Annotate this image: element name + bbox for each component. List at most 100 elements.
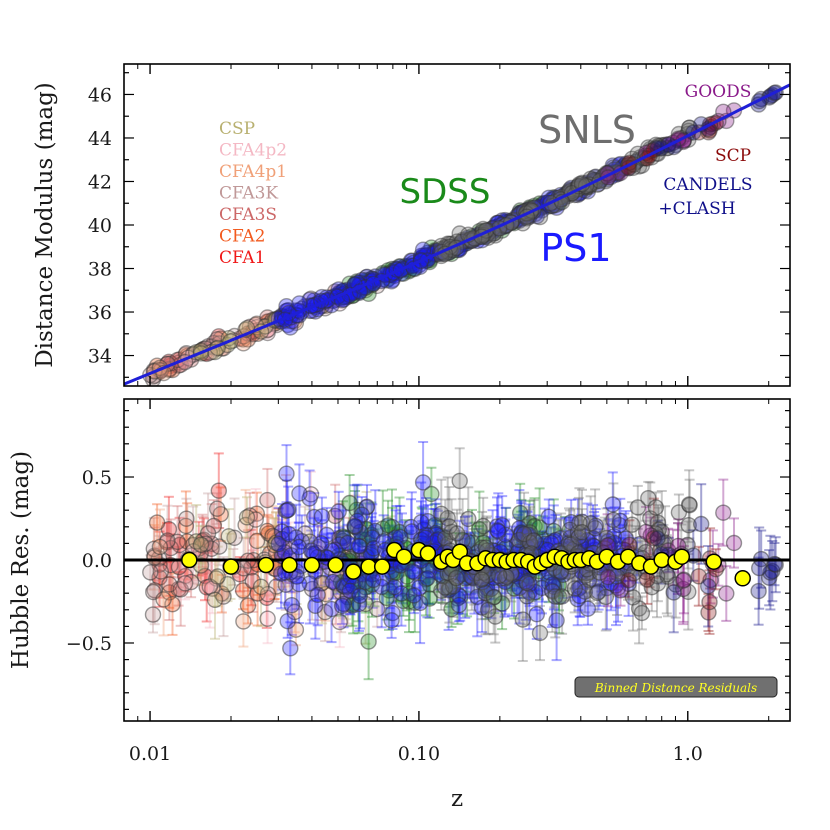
residual-point-candels+clash [693,515,710,533]
residual-point-csp [220,528,238,545]
residual-point-snls [544,583,561,600]
binned-residuals-legend: Binned Distance Residuals [574,676,778,698]
residual-point-csp [192,536,210,553]
x-tick-label: 1.0 [673,743,703,765]
survey-label-cfa2: CFA2 [219,227,265,247]
residual-point-ps1 [270,535,287,553]
residual-point-cfa2 [164,596,181,613]
top-y-tick-label: 44 [88,128,112,150]
residual-point-candels+clash [700,578,717,595]
residual-point-snls [680,517,697,534]
residual-point-cfa3k [215,588,232,605]
residual-point-csp [209,568,226,585]
residual-point-csp [252,578,270,595]
residual-point-cfa4p1 [155,591,172,608]
residual-point-candels+clash [751,559,768,577]
binned-residual-point [395,548,413,565]
residual-point-sdss [443,600,460,618]
distance-point-snls [531,208,549,226]
bottom-y-axis-title: Hubble Res. (mag) [8,451,34,669]
top-y-tick-label: 42 [88,171,112,193]
residual-point-snls [629,499,646,516]
residual-point-ps1 [419,570,436,587]
residual-point-ps1 [358,498,376,515]
residual-point-cfa3s [259,491,276,509]
bottom-y-tick-label: 0.0 [82,550,112,572]
residual-point-scp [701,593,718,611]
distance-point-ps1 [282,319,299,336]
survey-label-cfa4p2: CFA4p2 [219,141,287,161]
survey-label-cfa4p1: CFA4p1 [219,162,287,182]
residual-point-candels+clash [750,582,767,600]
residual-point-snls [576,583,594,600]
top-y-tick-label: 36 [88,302,112,324]
survey-label-cfa3k: CFA3K [219,184,278,204]
top-panel-frame [123,63,791,387]
survey-label-csp: CSP [219,119,255,139]
residual-point-cfa4p1 [287,621,305,638]
residual-point-ps1 [604,496,621,513]
residual-point-snls [436,579,454,596]
x-tick-label: 0.10 [398,743,440,765]
survey-label-snls: SNLS [538,108,636,152]
residual-point-cfa3k [178,510,195,527]
residual-point-ps1 [386,578,403,596]
residual-point-snls [473,571,490,588]
residual-point-snls [480,601,497,619]
residual-point-ps1 [282,640,299,657]
residual-point-snls [518,588,536,605]
top-y-tick-label: 40 [88,215,112,237]
residual-point-snls [515,525,533,543]
residual-point-ps1 [414,474,432,491]
residual-point-ps1 [309,586,326,603]
residual-point-scp [690,568,707,585]
binned-residual-point [345,563,362,580]
residual-point-csp [206,591,224,608]
residual-point-goods [599,568,617,586]
top-y-tick-label: 38 [88,259,112,281]
x-axis-title: z [451,786,463,812]
top-y-tick-label: 46 [88,84,112,106]
residual-point-ps1 [346,517,363,535]
residual-point-snls [531,624,549,642]
survey-label-scp: SCP [715,146,751,166]
legend-box [574,676,778,698]
residual-point-snls [518,574,536,592]
x-tick-label: 0.01 [129,743,171,765]
residual-point-ps1 [290,538,307,556]
residual-point-ps1 [540,508,557,525]
survey-label-candels: CANDELS [663,175,752,195]
residual-point-cfa4p2 [331,613,348,631]
residual-point-ps1 [333,597,351,614]
residual-point-cfa4p2 [176,575,194,592]
residual-point-ps1 [313,508,331,525]
residual-point-snls [553,588,571,605]
distance-point-ps1 [278,298,295,315]
residual-point-snls [448,525,466,542]
residual-point-snls [573,524,591,541]
residual-point-snls [681,496,698,513]
residual-point-ps1 [313,535,330,552]
binned-residual-point [281,556,298,574]
binned-residual-point [653,551,670,569]
residual-point-ps1 [528,606,545,623]
residual-point-sdss [421,590,438,607]
survey-label-plus-clash: +CLASH [658,199,735,219]
binned-residual-point [360,558,377,575]
residual-point-snls [433,505,450,522]
residual-point-cfa3s [244,572,262,590]
binned-residual-point [303,556,321,574]
residual-point-cfa3k [145,540,163,558]
residual-point-ps1 [489,522,506,539]
residual-point-cfa1 [210,482,228,499]
residual-point-csp [238,509,256,526]
residual-point-cfa3k [144,606,162,623]
binned-residual-point [419,545,437,562]
residual-point-sdss [512,504,529,522]
residual-point-snls [571,514,588,532]
residual-point-snls [605,511,622,529]
residual-point-cfa4p1 [248,532,266,550]
residual-point-snls [475,517,492,535]
residual-point-ps1 [279,613,296,630]
